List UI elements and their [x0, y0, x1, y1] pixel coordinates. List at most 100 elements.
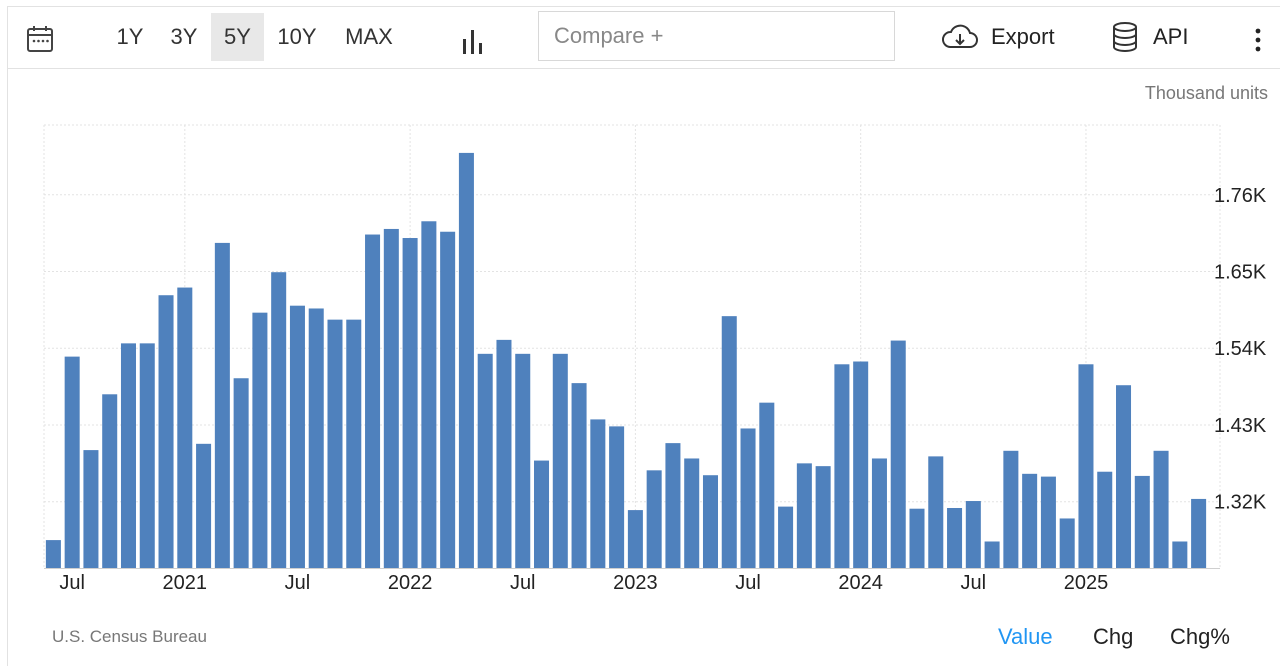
y-tick-label: 1.65K: [1214, 262, 1267, 284]
bar: [233, 378, 249, 568]
bar: [984, 541, 1000, 568]
calendar-icon[interactable]: [26, 25, 54, 53]
chart-toolbar: 1Y 3Y 5Y 10Y MAX Export API: [7, 6, 1280, 69]
bar: [1172, 541, 1188, 568]
x-tick-label: Jul: [285, 572, 311, 594]
bar: [609, 426, 625, 568]
x-tick-label: 2023: [613, 572, 658, 594]
more-vertical-icon[interactable]: [1252, 28, 1264, 54]
bar-chart-icon[interactable]: [462, 30, 484, 54]
bar: [515, 353, 531, 568]
bar: [177, 287, 193, 568]
y-tick-label: 1.76K: [1214, 185, 1267, 207]
bar: [327, 319, 343, 568]
bar: [740, 428, 756, 568]
bar: [139, 343, 155, 568]
x-tick-label: Jul: [735, 572, 761, 594]
bar: [552, 353, 568, 568]
bar: [759, 402, 775, 568]
x-tick-label: 2024: [838, 572, 883, 594]
bar: [346, 319, 362, 568]
bar: [477, 353, 493, 568]
bar: [496, 339, 512, 568]
bar: [834, 364, 850, 568]
bar: [402, 238, 418, 568]
value-mode-button[interactable]: Value: [998, 624, 1053, 649]
chart-axes: 1.76K 1.65K 1.54K 1.43K 1.32K Jul 2021 Jul 2022 J…: [44, 185, 1267, 594]
bar: [83, 450, 99, 568]
bar: [289, 305, 305, 568]
x-tick-label: 2025: [1064, 572, 1109, 594]
api-button[interactable]: API: [1111, 20, 1188, 54]
bar: [440, 231, 456, 568]
chg-mode-button[interactable]: Chg: [1093, 624, 1134, 649]
bar: [64, 356, 80, 568]
bar: [1134, 475, 1150, 568]
bar: [796, 463, 812, 568]
bar: [196, 443, 212, 568]
bar: [102, 394, 118, 568]
bar: [890, 340, 906, 568]
bar: [120, 343, 136, 568]
bar: [214, 242, 230, 568]
bar: [252, 312, 268, 568]
bar: [383, 228, 399, 568]
bar: [853, 361, 869, 568]
bar: [721, 316, 737, 568]
x-tick-label: Jul: [510, 572, 536, 594]
bar: [909, 508, 925, 568]
bar: [702, 475, 718, 568]
units-label: Thousand units: [1144, 83, 1268, 103]
bar: [534, 460, 550, 568]
chg-pct-mode-button[interactable]: Chg%: [1170, 624, 1230, 649]
export-button[interactable]: Export: [941, 20, 1055, 54]
compare-input[interactable]: [538, 11, 895, 61]
bar: [1022, 473, 1038, 568]
bar: [778, 506, 794, 568]
bar: [45, 540, 61, 568]
x-tick-label: 2022: [388, 572, 433, 594]
bar: [928, 456, 944, 568]
x-tick-label: Jul: [59, 572, 85, 594]
bar: [1153, 450, 1169, 568]
bar: [815, 466, 831, 568]
bar: [665, 443, 681, 568]
bar: [1003, 450, 1019, 568]
widget-frame: [7, 6, 1280, 666]
range-1y-button[interactable]: 1Y: [116, 24, 144, 49]
bar-series: [45, 152, 1207, 569]
bar: [947, 508, 963, 568]
bar: [1059, 518, 1075, 568]
bar: [421, 221, 437, 568]
bar: [1191, 498, 1207, 568]
bar: [646, 470, 662, 568]
bar: [365, 234, 381, 569]
api-label: API: [1153, 24, 1189, 49]
bar: [1116, 385, 1132, 568]
x-tick-label: 2021: [163, 572, 208, 594]
database-icon: [1113, 22, 1137, 52]
bar: [965, 501, 981, 568]
y-tick-label: 1.43K: [1214, 415, 1267, 437]
cloud-download-icon: [942, 24, 978, 48]
bar: [627, 510, 643, 568]
range-5y-button[interactable]: 5Y: [211, 13, 264, 61]
y-tick-label: 1.54K: [1214, 338, 1267, 360]
export-label: Export: [991, 24, 1055, 49]
source-label: U.S. Census Bureau: [52, 627, 207, 646]
bar: [1078, 364, 1094, 568]
range-3y-button[interactable]: 3Y: [170, 24, 198, 49]
bar: [871, 458, 887, 568]
range-10y-button[interactable]: 10Y: [277, 24, 317, 49]
bar: [590, 419, 606, 568]
y-tick-label: 1.32K: [1214, 492, 1267, 514]
bar: [458, 152, 474, 568]
bar: [684, 458, 700, 568]
bar: [308, 308, 324, 568]
bar: [158, 295, 174, 568]
bar: [271, 272, 287, 568]
range-max-button[interactable]: MAX: [345, 24, 393, 49]
x-tick-label: Jul: [961, 572, 987, 594]
bar: [1097, 471, 1113, 568]
